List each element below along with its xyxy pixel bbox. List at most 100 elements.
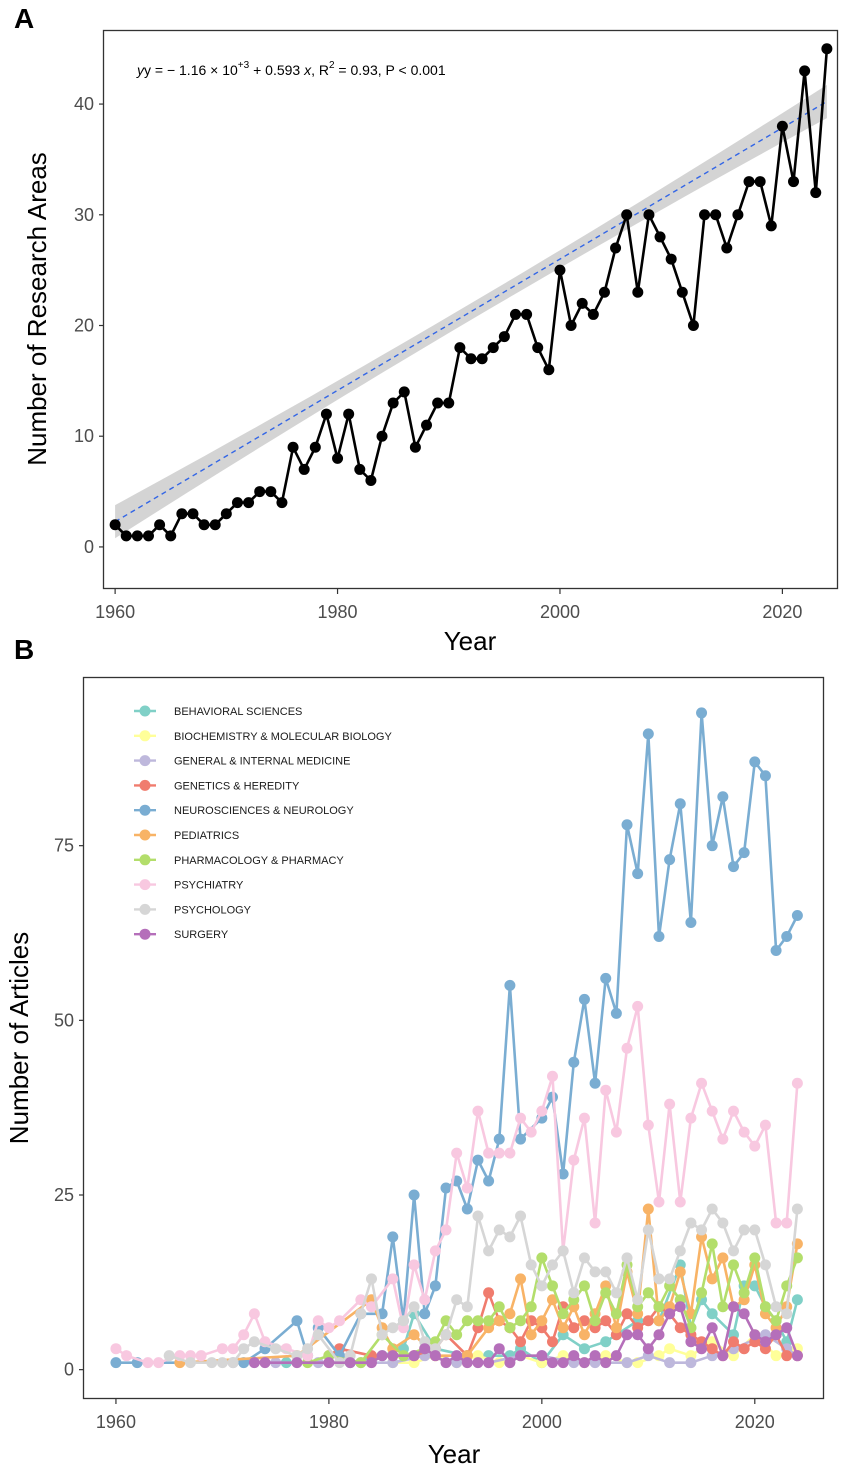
b-series-group [248, 1301, 803, 1369]
b-data-point [685, 1112, 697, 1124]
b-data-point [759, 1259, 771, 1271]
a-data-point [309, 441, 321, 453]
b-data-point [429, 1350, 441, 1362]
b-data-point [483, 1245, 495, 1257]
a-ci-band [115, 84, 827, 539]
a-data-point [532, 342, 544, 354]
b-data-point [578, 1252, 590, 1264]
b-data-point [589, 1266, 601, 1278]
b-data-point [110, 1343, 122, 1355]
b-data-point [770, 944, 782, 956]
a-data-point [154, 519, 166, 531]
b-data-point [248, 1336, 260, 1348]
a-data-point [231, 497, 243, 509]
b-data-point [749, 1252, 761, 1264]
b-legend-item: BIOCHEMISTRY & MOLECULAR BIOLOGY [134, 730, 392, 743]
a-x-ticks: 1960 1980 2000 2020 [95, 589, 802, 622]
b-data-point [461, 1357, 473, 1369]
b-legend-key-point [139, 928, 151, 940]
b-data-point [738, 847, 750, 859]
b-legend-label: BEHAVIORAL SCIENCES [174, 706, 302, 718]
a-data-point [443, 397, 455, 409]
b-data-point [759, 1119, 771, 1131]
a-data-point [699, 209, 711, 221]
b-data-point [674, 1196, 686, 1208]
b-data-point [312, 1315, 324, 1327]
b-data-point [163, 1350, 175, 1362]
b-data-point [387, 1273, 399, 1285]
b-data-point [536, 1280, 548, 1292]
b-data-point [759, 1336, 771, 1348]
b-y-axis-title: Number of Articles [4, 932, 34, 1144]
b-data-point [440, 1182, 452, 1194]
b-data-point [674, 1301, 686, 1313]
b-legend-item: BEHAVIORAL SCIENCES [134, 705, 302, 718]
b-data-point [759, 770, 771, 782]
b-legend-key-point [139, 903, 151, 915]
b-data-point [674, 1245, 686, 1257]
b-legend-item: SURGERY [134, 928, 229, 941]
a-data-point [298, 463, 310, 475]
b-data-point [483, 1357, 495, 1369]
b-data-point [483, 1147, 495, 1159]
b-data-point [770, 1350, 782, 1362]
b-plot-border [82, 676, 825, 1400]
b-data-point [589, 1315, 601, 1327]
a-data-point [509, 308, 521, 320]
b-x-tick-label: 2020 [735, 1412, 775, 1432]
b-data-point [621, 1042, 633, 1054]
b-legend-key-point [139, 779, 151, 791]
a-data-point [743, 176, 755, 188]
a-data-point [643, 209, 655, 221]
b-data-point [706, 1322, 718, 1334]
b-data-point [536, 1315, 548, 1327]
a-data-point [765, 220, 777, 232]
b-data-point [238, 1329, 250, 1341]
b-data-point [440, 1224, 452, 1236]
b-data-point [706, 1105, 718, 1117]
b-data-point [749, 756, 761, 768]
b-data-point [749, 1329, 761, 1341]
a-y-tick-label: 40 [74, 94, 94, 114]
b-data-point [546, 1070, 558, 1082]
b-data-point [461, 1315, 473, 1327]
b-legend-label: NEUROSCIENCES & NEUROLOGY [174, 805, 354, 817]
b-data-point [216, 1343, 228, 1355]
b-data-point [472, 1154, 484, 1166]
b-data-point [557, 1308, 569, 1320]
b-data-point [536, 1105, 548, 1117]
b-data-point [696, 1343, 708, 1355]
b-data-point [706, 1203, 718, 1215]
b-legend-key-point [139, 804, 151, 816]
b-data-point [642, 1315, 654, 1327]
b-data-point [610, 1287, 622, 1299]
a-data-point [409, 441, 421, 453]
b-series-group [110, 1000, 803, 1369]
b-data-point [610, 1007, 622, 1019]
b-data-point [472, 1105, 484, 1117]
b-data-point [706, 1343, 718, 1355]
b-data-point [770, 1315, 782, 1327]
b-legend-label: PEDIATRICS [174, 830, 239, 842]
b-data-point [323, 1357, 335, 1369]
b-data-point [461, 1203, 473, 1215]
a-data-point [254, 486, 266, 498]
a-data-point [576, 297, 588, 309]
b-data-point [727, 1105, 739, 1117]
b-data-point [642, 1343, 654, 1355]
b-data-point [493, 1315, 505, 1327]
b-data-point [546, 1280, 558, 1292]
b-data-point [727, 1245, 739, 1257]
b-data-point [472, 1315, 484, 1327]
a-confidence-band [115, 84, 827, 539]
a-data-point [654, 231, 666, 243]
b-data-point [749, 1224, 761, 1236]
b-data-point [248, 1308, 260, 1320]
b-legend-item: PSYCHOLOGY [134, 903, 252, 916]
b-legend: BEHAVIORAL SCIENCES BIOCHEMISTRY & MOLECU… [134, 705, 392, 941]
a-data-point [376, 430, 388, 442]
b-data-point [578, 1315, 590, 1327]
b-data-point [664, 1098, 676, 1110]
b-y-tick-label: 75 [54, 836, 74, 856]
b-data-point [642, 1203, 654, 1215]
